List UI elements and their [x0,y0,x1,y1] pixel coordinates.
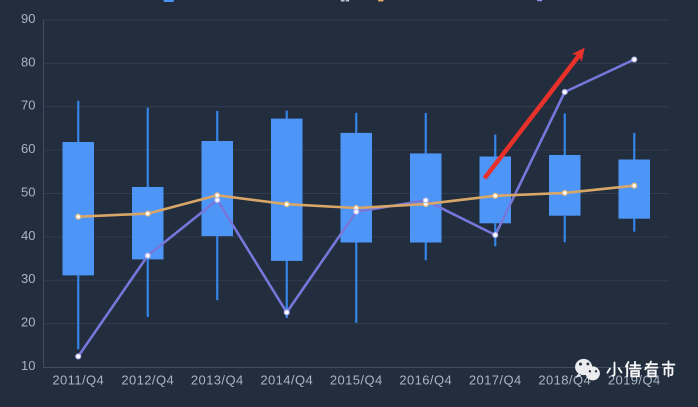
svg-text:40: 40 [21,228,35,243]
svg-text:2016/Q4: 2016/Q4 [399,373,452,388]
svg-text:30: 30 [21,271,35,286]
svg-text:2012/Q4: 2012/Q4 [121,373,174,388]
svg-text:90: 90 [21,11,35,26]
svg-text:10: 10 [21,358,35,373]
svg-text:70: 70 [21,98,35,113]
svg-text:2014/Q4: 2014/Q4 [260,373,313,388]
svg-text:20: 20 [21,315,35,330]
svg-text:80: 80 [21,54,35,69]
svg-text:60: 60 [21,141,35,156]
svg-text:2011/Q4: 2011/Q4 [52,373,104,388]
svg-text:2019/Q4: 2019/Q4 [608,373,661,388]
svg-text:2017/Q4: 2017/Q4 [469,373,522,388]
svg-text:2015/Q4: 2015/Q4 [330,373,383,388]
svg-text:50: 50 [21,184,35,199]
svg-text:2013/Q4: 2013/Q4 [191,373,244,388]
